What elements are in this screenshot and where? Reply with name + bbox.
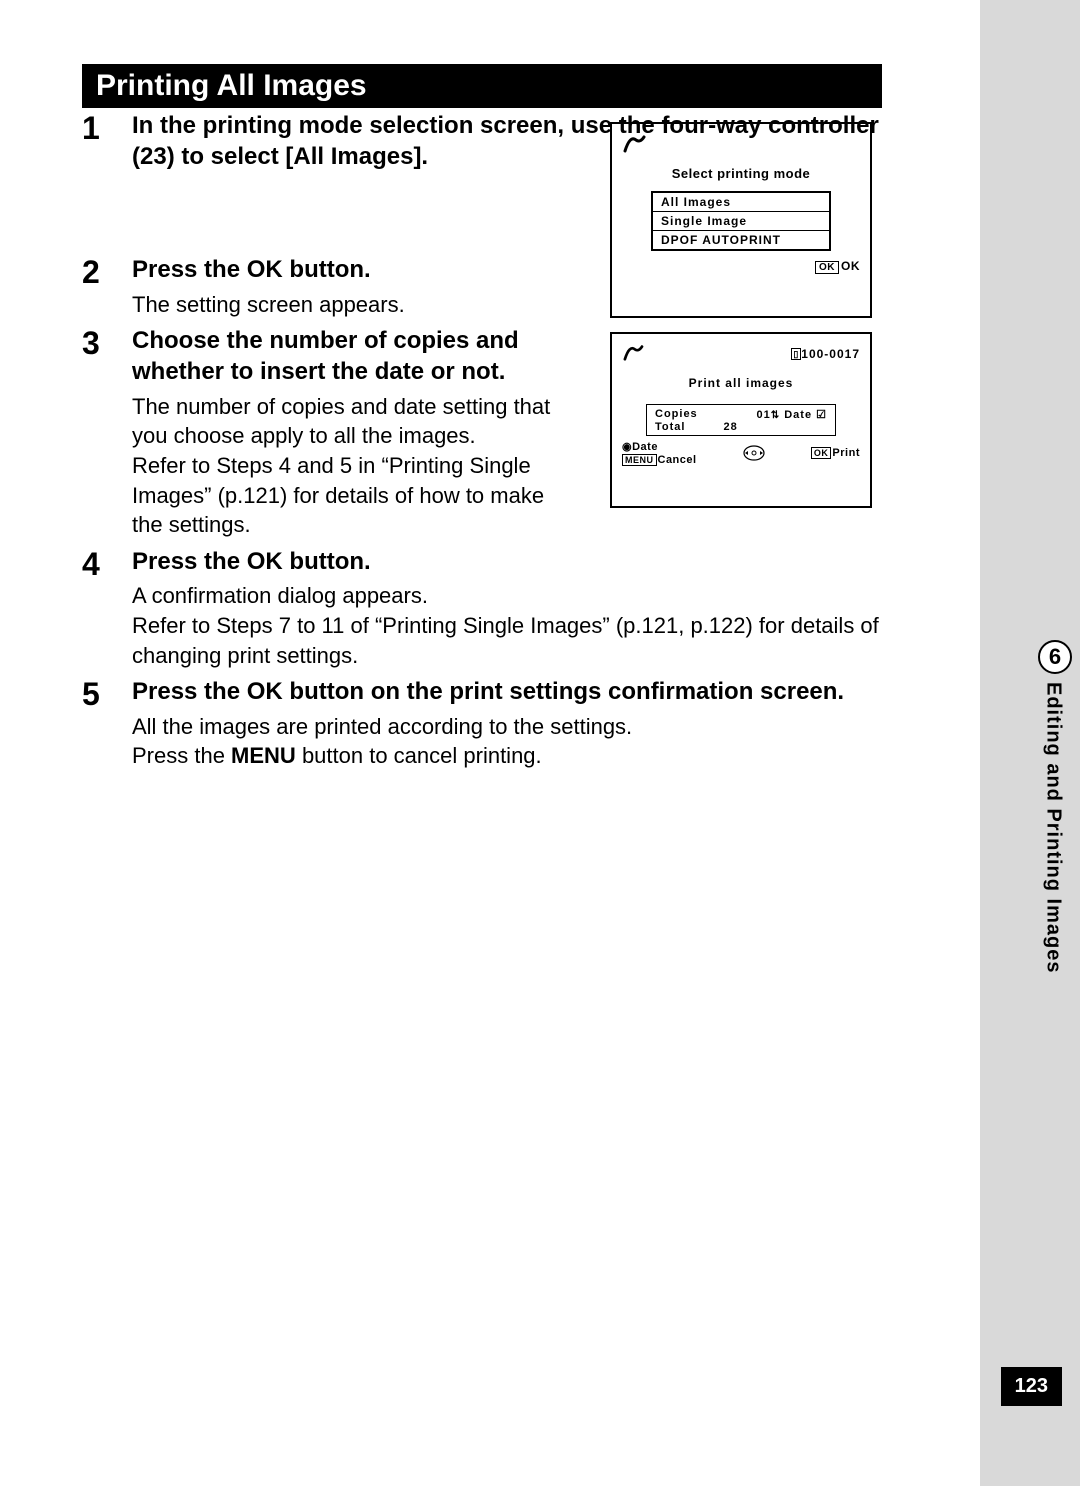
ok-button-label: OK	[247, 548, 283, 575]
ok-button-label: OK	[247, 256, 283, 283]
step-5-desc-b: Press the MENU button to cancel printing…	[132, 741, 882, 771]
chapter-number-circle: 6	[1038, 640, 1072, 674]
menu-button-label: MENU	[231, 743, 296, 768]
step-5-title: Press the OK button on the print setting…	[132, 676, 882, 707]
section-heading: Printing All Images	[82, 64, 882, 108]
chapter-title: Editing and Printing Images	[1042, 682, 1065, 973]
step-3-desc-b: Refer to Steps 4 and 5 in “Printing Sing…	[132, 451, 562, 540]
step-5-desc-a: All the images are printed according to …	[132, 712, 882, 742]
step-3: 3 Choose the number of copies and whethe…	[82, 325, 882, 540]
step-number: 2	[82, 254, 132, 319]
step-2: 2 Press the OK button. The setting scree…	[82, 254, 882, 319]
step-1-title: In the printing mode selection screen, u…	[132, 110, 882, 172]
step-4: 4 Press the OK button. A confirmation di…	[82, 546, 882, 670]
step-3-title: Choose the number of copies and whether …	[132, 325, 562, 387]
step-number: 4	[82, 546, 132, 670]
step-2-title: Press the OK button.	[132, 254, 882, 285]
step-number: 3	[82, 325, 132, 540]
ok-button-label: OK	[247, 678, 283, 705]
steps-content: 1 In the printing mode selection screen,…	[82, 110, 882, 777]
step-4-title: Press the OK button.	[132, 546, 882, 577]
chapter-tab: 6 Editing and Printing Images	[1038, 640, 1068, 1080]
step-1: 1 In the printing mode selection screen,…	[82, 110, 882, 176]
chapter-number: 6	[1049, 644, 1061, 670]
right-sidebar: 6 Editing and Printing Images 123	[980, 0, 1080, 1486]
page-number: 123	[1001, 1367, 1062, 1406]
step-number: 1	[82, 110, 132, 176]
step-number: 5	[82, 676, 132, 771]
step-5: 5 Press the OK button on the print setti…	[82, 676, 882, 771]
manual-page: 6 Editing and Printing Images 123 Printi…	[0, 0, 1080, 1486]
step-2-desc: The setting screen appears.	[132, 290, 882, 320]
step-4-desc: A confirmation dialog appears. Refer to …	[132, 581, 882, 670]
step-3-desc-a: The number of copies and date setting th…	[132, 392, 562, 451]
